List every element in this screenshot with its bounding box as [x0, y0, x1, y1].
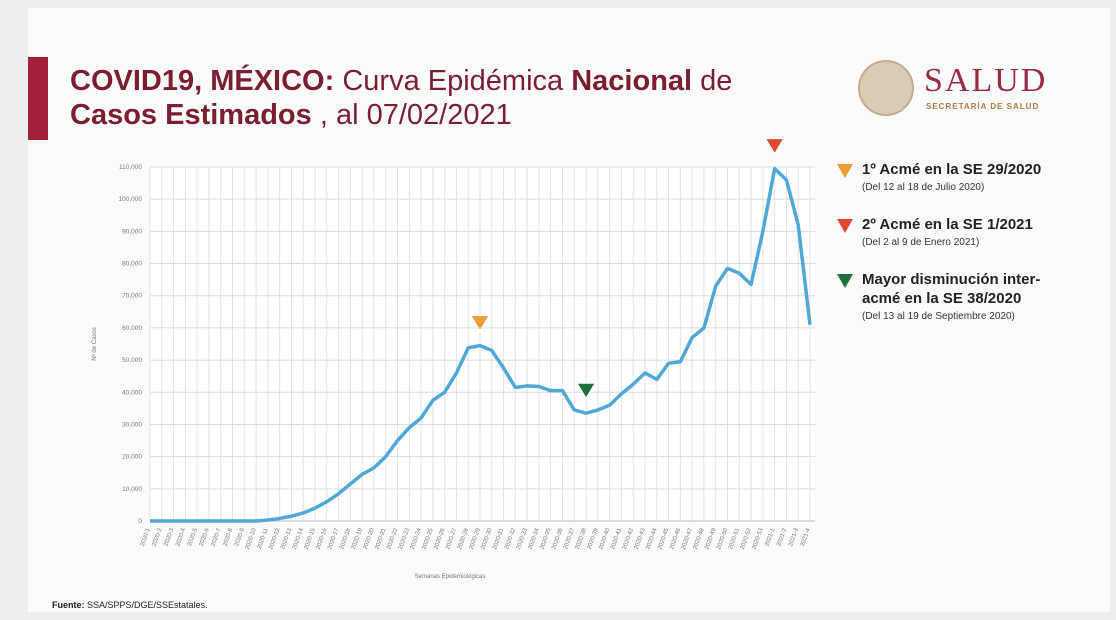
annotation-marker: [764, 138, 785, 155]
legend-detail: (Del 12 al 18 de Julio 2020): [862, 182, 985, 193]
source-label: Fuente:: [52, 600, 85, 610]
legend-detail: (Del 13 al 19 de Septiembre 2020): [862, 311, 1015, 322]
y-tick-label: 80,000: [122, 261, 142, 268]
legend-text: acmé en la SE 38/2020: [862, 290, 1022, 307]
source: Fuente: SSA/SPPS/DGE/SSEstatales.: [52, 600, 208, 610]
logo-subtitle: SECRETARÍA DE SALUD: [926, 102, 1040, 111]
chart-title: COVID19, MÉXICO: Curva Epidémica Naciona…: [70, 64, 810, 132]
x-tick-label: 2020-2: [152, 527, 164, 547]
x-tick-label: 2021-1: [764, 527, 776, 547]
x-tick-label: 2021-3: [788, 527, 800, 547]
legend-marker: [837, 219, 853, 233]
source-text: SSA/SPPS/DGE/SSEstatales.: [87, 600, 208, 610]
x-axis-label: Semanas Epidemiológicas: [415, 574, 486, 580]
legend-text: Mayor disminución inter-: [862, 271, 1041, 288]
x-tick-label: 2021-4: [800, 527, 812, 547]
title-part: Casos Estimados: [70, 99, 312, 131]
x-tick-label: 2020-5: [187, 527, 199, 547]
y-axis-label: Nº de Casos: [91, 327, 98, 361]
y-tick-label: 30,000: [122, 421, 142, 428]
legend-triangle: [837, 274, 853, 288]
y-tick-label: 0: [138, 518, 142, 525]
title-accent: [28, 57, 48, 140]
y-tick-label: 90,000: [122, 228, 142, 235]
legend-detail: (Del 2 al 9 de Enero 2021): [862, 237, 980, 248]
title-part: de: [700, 65, 733, 97]
y-tick-label: 60,000: [122, 325, 142, 332]
legend-item: 1º Acmé en la SE 29/2020 (Del 12 al 18 de…: [836, 160, 1096, 193]
x-tick-label: 2020-8: [222, 527, 234, 547]
y-tick-label: 10,000: [122, 486, 142, 493]
x-tick-label: 2020-3: [163, 527, 175, 547]
logo-seal: [858, 60, 914, 116]
x-tick-label: 2020-1: [140, 527, 152, 547]
legend-text: 2º Acmé en la SE 1/2021: [862, 216, 1033, 233]
x-tick-label: 2020-7: [211, 527, 223, 547]
x-tick-label: 2020-6: [199, 527, 211, 547]
title-part: Curva Epidémica: [342, 65, 564, 97]
logo: SALUD SECRETARÍA DE SALUD: [858, 60, 1078, 120]
annotation-marker: [576, 382, 596, 400]
legend-item: 2º Acmé en la SE 1/2021 (Del 2 al 9 de En…: [836, 215, 1096, 248]
legend-marker: [837, 164, 853, 178]
y-tick-label: 110,000: [119, 164, 142, 171]
legend-marker: [837, 274, 853, 288]
legend-item: Mayor disminución inter-acmé en la SE 38…: [836, 270, 1096, 322]
legend: 1º Acmé en la SE 29/2020 (Del 12 al 18 de…: [836, 160, 1096, 344]
title-part: COVID19, MÉXICO:: [70, 65, 335, 97]
y-tick-label: 40,000: [122, 389, 142, 396]
legend-triangle: [837, 164, 853, 178]
y-tick-label: 70,000: [122, 293, 142, 300]
y-tick-label: 20,000: [122, 454, 142, 461]
y-tick-label: 100,000: [119, 196, 143, 203]
title-part: Nacional: [571, 65, 693, 97]
title-part: , al 07/02/2021: [319, 99, 512, 131]
logo-name: SALUD: [924, 62, 1048, 99]
x-tick-label: 2020-4: [175, 527, 187, 547]
legend-text: 1º Acmé en la SE 29/2020: [862, 161, 1042, 178]
annotation-marker: [470, 315, 490, 332]
x-tick-label: 2021-2: [776, 527, 788, 547]
data-line: [150, 166, 812, 523]
x-tick-label: 2020-9: [234, 527, 246, 547]
legend-triangle: [837, 219, 853, 233]
x-tick-label: 2020-53: [752, 527, 765, 550]
y-tick-label: 50,000: [122, 357, 142, 364]
